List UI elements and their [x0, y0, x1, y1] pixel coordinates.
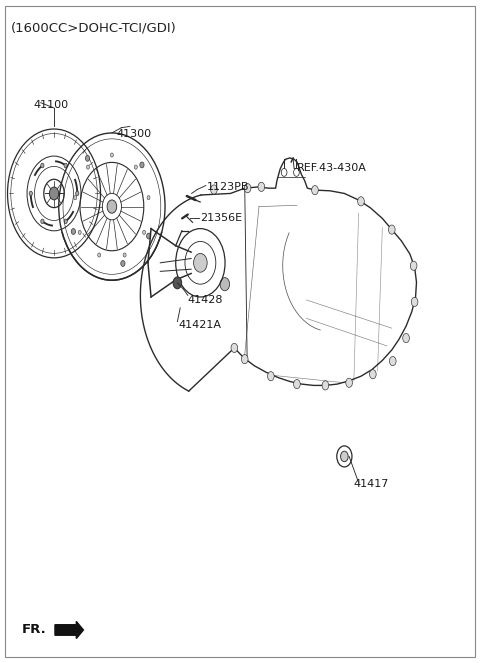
- Text: 21356E: 21356E: [200, 213, 242, 223]
- Circle shape: [98, 253, 101, 257]
- Circle shape: [121, 261, 125, 267]
- Circle shape: [312, 186, 318, 195]
- Circle shape: [244, 184, 251, 193]
- Circle shape: [403, 333, 409, 343]
- Circle shape: [267, 371, 274, 381]
- Text: 41428: 41428: [188, 295, 223, 305]
- Circle shape: [85, 155, 90, 161]
- Circle shape: [388, 225, 395, 234]
- Text: REF.43-430A: REF.43-430A: [297, 164, 367, 174]
- Text: 41300: 41300: [117, 129, 152, 139]
- Circle shape: [294, 379, 300, 389]
- Circle shape: [123, 253, 126, 257]
- Circle shape: [86, 165, 89, 169]
- Circle shape: [76, 191, 79, 196]
- Circle shape: [29, 191, 32, 196]
- Circle shape: [211, 185, 217, 194]
- Circle shape: [146, 233, 151, 239]
- Circle shape: [64, 163, 67, 168]
- Circle shape: [341, 451, 348, 461]
- Circle shape: [107, 200, 117, 213]
- Circle shape: [134, 165, 137, 169]
- Circle shape: [78, 230, 81, 235]
- Circle shape: [322, 381, 329, 390]
- Text: FR.: FR.: [22, 623, 47, 636]
- Circle shape: [173, 277, 181, 289]
- Circle shape: [64, 219, 67, 223]
- Circle shape: [389, 357, 396, 366]
- Circle shape: [41, 219, 44, 223]
- Circle shape: [49, 187, 59, 200]
- Circle shape: [71, 229, 75, 235]
- Text: 41100: 41100: [34, 99, 69, 109]
- Circle shape: [193, 253, 207, 272]
- Circle shape: [370, 370, 376, 379]
- Polygon shape: [55, 621, 84, 638]
- Circle shape: [346, 378, 352, 387]
- Text: (1600CC>DOHC-TCI/GDI): (1600CC>DOHC-TCI/GDI): [12, 21, 177, 34]
- Circle shape: [258, 182, 264, 192]
- Circle shape: [140, 162, 144, 168]
- Circle shape: [410, 261, 417, 271]
- Circle shape: [358, 197, 364, 206]
- Circle shape: [110, 153, 113, 157]
- Circle shape: [41, 163, 44, 168]
- Circle shape: [143, 230, 145, 235]
- Text: 41417: 41417: [354, 479, 389, 489]
- Circle shape: [147, 196, 150, 200]
- Circle shape: [231, 343, 238, 353]
- Text: 41421A: 41421A: [179, 320, 221, 330]
- Circle shape: [220, 278, 229, 291]
- Circle shape: [411, 297, 418, 306]
- Circle shape: [74, 196, 77, 200]
- Text: 1123PB: 1123PB: [207, 182, 249, 192]
- Circle shape: [241, 355, 248, 364]
